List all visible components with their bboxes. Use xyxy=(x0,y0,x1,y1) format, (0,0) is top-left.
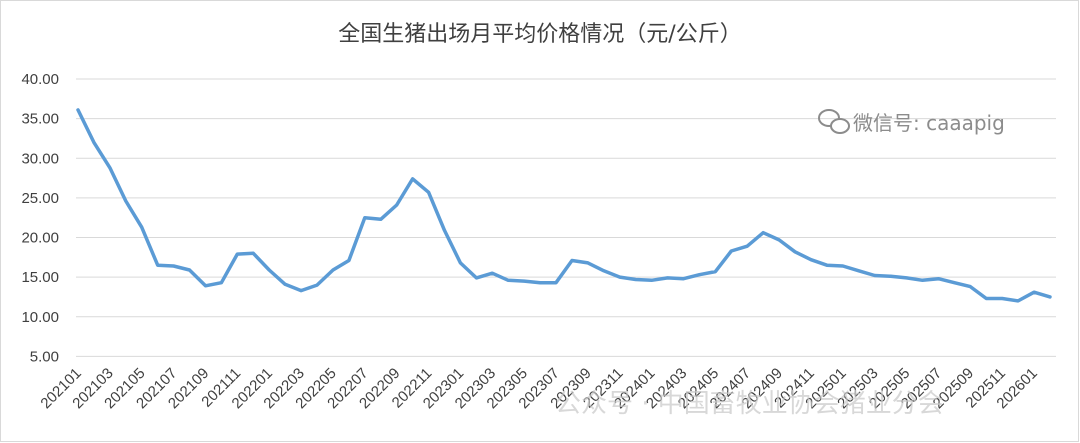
data-point xyxy=(140,225,143,229)
data-point xyxy=(554,281,558,284)
y-tick-label: 25.00 xyxy=(21,190,59,207)
data-point xyxy=(220,281,223,284)
y-tick-label: 5.00 xyxy=(30,348,59,365)
data-point xyxy=(825,264,829,267)
wechat-id-text: 微信号: caaapig xyxy=(853,111,1005,135)
data-point xyxy=(905,276,908,280)
y-tick-label: 30.00 xyxy=(21,150,59,167)
data-point xyxy=(268,268,271,272)
data-point xyxy=(873,274,876,277)
data-point xyxy=(538,281,542,284)
data-point xyxy=(459,261,462,265)
data-point xyxy=(1000,297,1004,300)
data-point xyxy=(730,249,733,253)
data-point xyxy=(793,250,797,253)
wechat-icon xyxy=(818,109,850,134)
data-point xyxy=(1032,290,1036,294)
data-point xyxy=(953,281,956,284)
data-point xyxy=(714,270,717,273)
data-point xyxy=(698,273,701,276)
data-point xyxy=(746,245,749,248)
data-point xyxy=(841,264,845,268)
data-point xyxy=(969,285,972,288)
data-point xyxy=(315,283,319,287)
y-tick-label: 10.00 xyxy=(21,309,59,326)
y-tick-label: 35.00 xyxy=(21,111,59,128)
data-point xyxy=(491,271,494,275)
data-point xyxy=(172,264,175,268)
data-point xyxy=(411,177,414,181)
data-point xyxy=(937,277,940,280)
data-point xyxy=(188,268,191,272)
data-point xyxy=(618,275,621,279)
data-point xyxy=(889,275,892,278)
data-point xyxy=(570,259,574,262)
data-point xyxy=(92,141,96,144)
data-point xyxy=(124,199,128,203)
data-point xyxy=(586,261,590,265)
data-point xyxy=(650,279,653,282)
data-point xyxy=(507,279,510,282)
data-point xyxy=(204,284,207,288)
data-point xyxy=(921,279,924,282)
data-point xyxy=(347,259,351,262)
series-group xyxy=(76,108,1052,303)
data-point xyxy=(602,269,606,272)
data-point xyxy=(363,216,367,219)
data-point xyxy=(761,231,765,234)
data-point xyxy=(283,283,287,286)
official-account-watermark: 公众号 · 中国畜牧业协会猪业分会 xyxy=(555,389,944,419)
data-point xyxy=(427,191,430,194)
data-point xyxy=(299,289,303,292)
data-point xyxy=(809,258,813,261)
y-tick-label: 40.00 xyxy=(21,71,59,88)
data-point xyxy=(475,276,478,280)
data-point xyxy=(777,238,781,242)
data-point xyxy=(395,203,398,207)
data-point xyxy=(236,252,239,256)
data-point xyxy=(1048,295,1052,299)
data-point xyxy=(985,297,988,300)
data-point xyxy=(666,276,669,280)
data-point xyxy=(156,264,159,267)
data-point xyxy=(76,108,80,112)
wechat-watermark: 微信号: caaapig xyxy=(818,109,1005,135)
data-point xyxy=(682,277,685,280)
price-series-line xyxy=(76,108,1052,303)
y-axis-ticks: 5.00 10.00 15.00 20.00 25.00 30.00 35.00 40.00 xyxy=(21,71,59,365)
data-point xyxy=(331,268,335,272)
y-tick-label: 20.00 xyxy=(21,230,59,247)
chart-title: 全国生猪出场月平均价格情况（元/公斤） xyxy=(338,22,741,47)
data-point xyxy=(522,279,526,283)
data-point xyxy=(1016,299,1020,303)
data-point xyxy=(252,252,255,255)
data-point xyxy=(108,166,112,169)
y-tick-label: 15.00 xyxy=(21,269,59,286)
data-point xyxy=(443,229,446,232)
data-point xyxy=(379,218,382,221)
data-point xyxy=(634,278,637,281)
data-point xyxy=(857,269,860,272)
